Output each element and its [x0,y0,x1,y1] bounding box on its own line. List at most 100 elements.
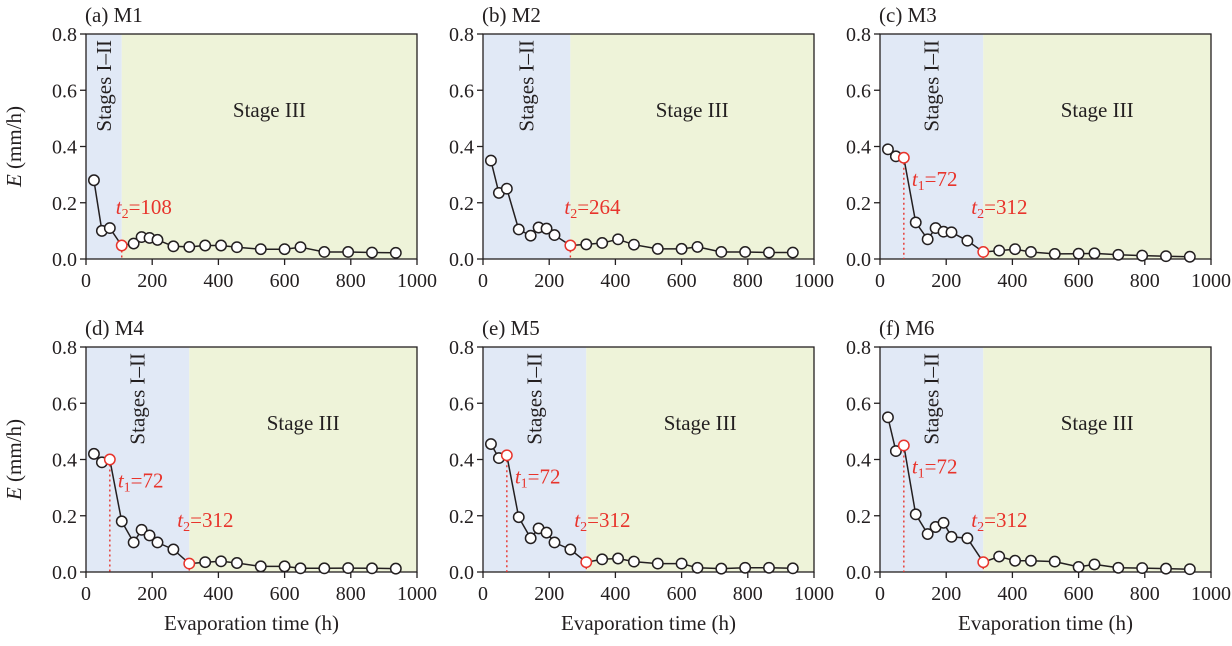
highlight-point [977,246,990,258]
x-axis-label: Evaporation time (h) [164,611,339,635]
t1-symbol: t [118,469,125,493]
y-axis-label: E (mm/h) [2,106,26,188]
data-point [1183,563,1196,576]
stage12-region [86,34,122,259]
data-point [881,411,894,424]
x-tick-label: 200 [931,270,961,292]
x-tick-label: 800 [733,270,763,292]
t1-annotation: t1=72 [912,454,958,481]
data-point [1088,558,1101,571]
x-tick-label: 200 [137,583,167,605]
highlight-point [897,151,910,164]
data-point [596,237,609,249]
panel-d: Stages I–II Stage III 0.0 0.2 0.4 0.6 0.8 0 200 4… [2,316,437,635]
panel-b: Stages I–II Stage III 0.0 0.2 0.4 0.6 0.8 0 200 4… [449,3,834,292]
panel-e: Stages I–II Stage III 0.0 0.2 0.4 0.6 0.8 0 200 4… [449,316,834,635]
y-tick-label: 0.4 [52,450,77,472]
t2-symbol: t [177,508,184,532]
data-point [909,216,922,229]
data-point [484,154,497,167]
data-point [612,233,624,246]
data-point [961,234,974,247]
t2-value: =312 [984,195,1027,219]
y-tick-label: 0.6 [846,393,871,415]
data-point [1160,250,1172,263]
x-tick-label: 0 [478,583,488,605]
y-axis-label-var: E [2,174,26,188]
x-tick-label: 600 [667,583,697,605]
x-tick-label: 400 [600,583,630,605]
y-tick-label: 0.8 [846,337,871,359]
stage3-region [121,34,418,259]
t2-subscript: 2 [122,207,129,222]
data-point [909,508,922,521]
x-tick-label: 800 [1130,270,1160,292]
data-point [763,246,775,259]
x-tick-label: 1000 [397,270,437,292]
y-tick-label: 0.4 [846,137,871,159]
t1-value: =72 [925,454,958,478]
y-axis-label: E (mm/h) [2,419,26,501]
x-tick-label: 800 [336,583,366,605]
data-point [1136,249,1149,262]
highlight-point [977,556,990,569]
stage3-label: Stage III [1061,411,1134,435]
x-tick-label: 600 [667,270,697,292]
data-point [199,239,212,252]
stage3-region [586,347,814,572]
y-tick-label: 0.4 [449,450,474,472]
data-point [115,515,128,528]
data-point [627,555,640,568]
t2-annotation: t2=108 [116,195,172,222]
stage12-label: Stages I–II [523,353,547,445]
stage12-label: Stages I–II [92,40,116,132]
data-point [612,552,624,565]
stage12-region [483,34,571,259]
data-point [87,174,100,187]
data-point [1024,246,1037,258]
data-point [389,246,402,259]
t2-annotation: t2=312 [574,508,630,535]
data-point [484,438,497,450]
y-tick-label: 0.2 [449,506,474,528]
data-point [715,246,728,258]
x-tick-label: 400 [203,270,233,292]
y-tick-label: 0.2 [52,193,77,215]
x-axis-label: Evaporation time (h) [561,611,736,635]
data-point [889,445,902,458]
stage12-label: Stages I–II [515,40,539,132]
t1-subscript: 1 [124,481,131,496]
stage3-region [983,34,1211,259]
y-tick-label: 0.2 [52,506,77,528]
data-point [1009,554,1021,567]
data-point [921,233,934,246]
y-tick-label: 0.8 [449,337,474,359]
panel-f: Stages I–II Stage III 0.0 0.2 0.4 0.6 0.8 0 200 4… [846,316,1231,635]
data-point [500,182,513,195]
t1-annotation: t1=72 [118,469,164,496]
y-tick-label: 0.2 [449,193,474,215]
highlight-point [564,239,577,252]
data-point [127,237,140,250]
t2-value: =108 [129,195,172,219]
highlight-point [103,453,116,466]
data-point [512,511,525,524]
y-tick-label: 0.6 [52,80,77,102]
data-point [945,226,958,239]
highlight-point [183,557,196,570]
x-axis-label: Evaporation time (h) [958,611,1133,635]
t2-subscript: 2 [570,207,577,222]
x-tick-label: 0 [875,583,885,605]
stage3-label: Stage III [1061,98,1134,122]
data-point [524,532,537,545]
data-point [366,246,378,259]
data-point [564,543,577,556]
data-point [1009,243,1021,256]
data-point [675,557,688,570]
data-point [143,529,156,542]
data-point [215,239,227,252]
data-point [993,244,1006,257]
t1-subscript: 1 [918,466,925,481]
x-tick-label: 1000 [794,583,834,605]
data-point [763,561,775,574]
